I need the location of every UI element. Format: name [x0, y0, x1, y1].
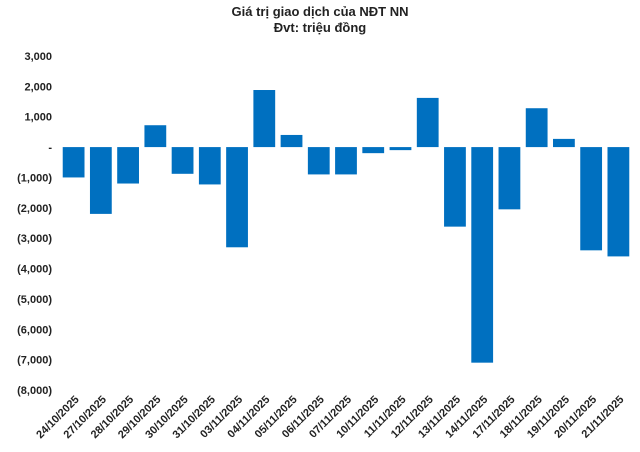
y-tick-label: 2,000: [24, 81, 52, 93]
bar: [117, 147, 139, 184]
bar: [144, 125, 167, 148]
bar: [171, 147, 194, 174]
bar: [307, 147, 330, 175]
bar: [253, 90, 276, 148]
y-tick-label: (7,000): [17, 355, 52, 367]
bar: [471, 147, 494, 363]
y-tick-label: (2,000): [17, 203, 52, 215]
y-tick-label: 1,000: [24, 112, 52, 124]
chart-title: Giá trị giao dịch của NĐT NN: [232, 4, 409, 19]
y-tick-label: (5,000): [17, 294, 52, 306]
y-tick-label: (6,000): [17, 324, 52, 336]
bar: [525, 108, 548, 148]
bar: [89, 147, 112, 214]
y-tick-label: 3,000: [24, 51, 52, 63]
y-axis: 3,000 2,000 1,000 - (1,000) (2,000) (3,000) (4,…: [17, 51, 52, 397]
y-tick-label: -: [48, 142, 52, 154]
bar: [226, 147, 248, 248]
y-tick-label: (1,000): [17, 172, 52, 184]
bars: [62, 90, 630, 363]
x-axis: 24/10/202527/10/202528/10/202529/10/2025…: [34, 394, 626, 441]
bar: [444, 147, 466, 227]
bar: [362, 147, 385, 154]
chart-subtitle: Đvt: triệu đồng: [274, 20, 366, 35]
bar: [580, 147, 603, 251]
y-tick-label: (4,000): [17, 264, 52, 276]
bar: [553, 138, 575, 148]
bar: [335, 147, 357, 175]
y-tick-label: (8,000): [17, 385, 52, 397]
y-tick-label: (3,000): [17, 233, 52, 245]
bar: [389, 147, 412, 151]
bar: [607, 147, 630, 257]
bar: [62, 147, 85, 178]
bar: [280, 134, 303, 148]
bar: [198, 147, 221, 185]
bar: [498, 147, 521, 210]
bar: [416, 97, 439, 148]
